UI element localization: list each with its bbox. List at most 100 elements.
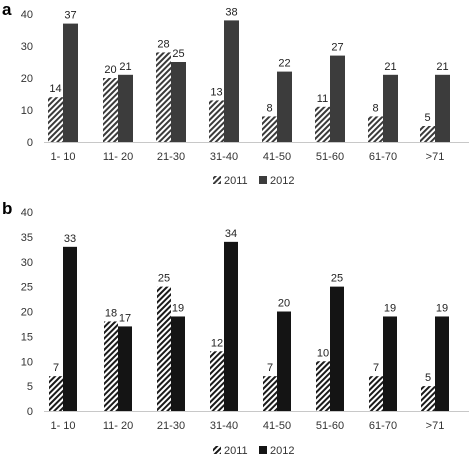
bar-2012: [224, 241, 238, 411]
bar-2012: [118, 326, 132, 411]
y-tick-label: 10: [21, 105, 33, 117]
data-label-2012: 21: [384, 61, 396, 73]
x-tick-label: >71: [426, 420, 445, 432]
data-label-2012: 19: [436, 302, 448, 314]
data-label-2012: 27: [331, 42, 343, 54]
bar-2011: [315, 106, 330, 142]
y-tick-label: 10: [21, 356, 33, 368]
x-tick-label: 11- 20: [103, 420, 133, 432]
x-tick-label: 51-60: [316, 420, 344, 432]
legend-label-2011: 2011: [224, 175, 248, 187]
bar-2012: [277, 311, 291, 411]
y-tick-label: 5: [27, 381, 33, 393]
x-tick-label: 61-70: [369, 151, 397, 163]
x-tick-label: 31-40: [210, 420, 238, 432]
x-tick-label: 21-30: [157, 420, 185, 432]
bar-2011: [420, 126, 435, 142]
legend-label-2012: 2012: [270, 175, 294, 187]
legend-swatch-2012: [259, 446, 267, 454]
data-label-2011: 28: [157, 38, 169, 50]
legend-label-2012: 2012: [270, 445, 294, 457]
data-label-2011: 10: [317, 347, 329, 359]
bar-2011: [209, 100, 224, 142]
bar-2012: [118, 74, 133, 142]
data-label-2011: 7: [373, 362, 379, 374]
bar-2011: [263, 376, 277, 411]
bar-2012: [171, 62, 186, 142]
bar-2012: [224, 20, 239, 142]
data-label-2011: 7: [53, 362, 59, 374]
bar-2012: [277, 71, 292, 142]
chart-panel-b: b 0 5 10 15 20 25 30 35 40 7 33 1- 10 18 17 11- 20 25 19 2…: [2, 199, 469, 457]
y-tick-label: 20: [21, 307, 33, 319]
bar-2011: [210, 351, 224, 411]
y-tick-label: 0: [27, 406, 33, 418]
x-tick-label: 41-50: [263, 420, 291, 432]
panel-label: b: [2, 199, 12, 218]
bar-2011: [103, 78, 118, 142]
bar-2012: [171, 316, 185, 411]
y-tick-label: 40: [21, 9, 33, 21]
bar-2012: [435, 316, 449, 411]
data-label-2012: 37: [64, 10, 76, 22]
data-label-2011: 7: [267, 362, 273, 374]
y-tick-label: 40: [21, 207, 33, 219]
bar-2011: [49, 376, 63, 411]
data-label-2012: 25: [331, 273, 343, 285]
data-label-2011: 5: [424, 112, 430, 124]
x-tick-label: 51-60: [316, 151, 344, 163]
data-label-2012: 19: [384, 302, 396, 314]
data-label-2011: 20: [104, 64, 116, 76]
x-tick-label: 1- 10: [50, 420, 75, 432]
bar-2011: [262, 116, 277, 142]
data-label-2012: 22: [278, 58, 290, 70]
x-tick-label: 21-30: [157, 151, 185, 163]
x-tick-label: 41-50: [263, 151, 291, 163]
bar-2012: [330, 286, 344, 411]
y-tick-label: 35: [21, 232, 33, 244]
data-label-2012: 25: [172, 48, 184, 60]
y-tick-label: 20: [21, 73, 33, 85]
data-label-2012: 38: [225, 6, 237, 18]
bar-2012: [330, 55, 345, 142]
y-tick-label: 15: [21, 331, 33, 343]
data-label-2011: 12: [211, 337, 223, 349]
bar-2012: [63, 23, 78, 143]
bar-2011: [316, 361, 330, 411]
y-tick-label: 0: [27, 137, 33, 149]
x-tick-label: >71: [426, 151, 445, 163]
data-label-2012: 34: [225, 228, 237, 240]
bar-2012: [383, 316, 397, 411]
legend-swatch-2011: [213, 176, 221, 184]
bar-2011: [156, 52, 171, 142]
data-label-2011: 5: [425, 372, 431, 384]
y-tick-label: 30: [21, 41, 33, 53]
x-tick-label: 11- 20: [103, 151, 133, 163]
x-tick-label: 31-40: [210, 151, 238, 163]
bar-2012: [435, 74, 450, 142]
bar-2012: [383, 74, 398, 142]
legend-label-2011: 2011: [224, 445, 248, 457]
bar-2011: [369, 376, 383, 411]
data-label-2012: 17: [119, 312, 131, 324]
bar-2011: [368, 116, 383, 142]
x-tick-label: 61-70: [369, 420, 397, 432]
y-tick-label: 30: [21, 257, 33, 269]
bar-2011: [421, 386, 435, 411]
legend-swatch-2012: [259, 176, 267, 184]
data-label-2011: 13: [210, 86, 222, 98]
panel-label: a: [2, 0, 12, 19]
data-label-2011: 8: [372, 102, 378, 114]
bar-2012: [63, 246, 77, 411]
data-label-2012: 20: [278, 298, 290, 310]
x-tick-label: 1- 10: [50, 151, 75, 163]
data-label-2012: 19: [172, 302, 184, 314]
data-label-2011: 18: [105, 307, 117, 319]
data-label-2011: 14: [49, 83, 61, 95]
data-label-2011: 8: [266, 102, 272, 114]
data-label-2012: 21: [119, 61, 131, 73]
data-label-2011: 11: [317, 93, 328, 105]
